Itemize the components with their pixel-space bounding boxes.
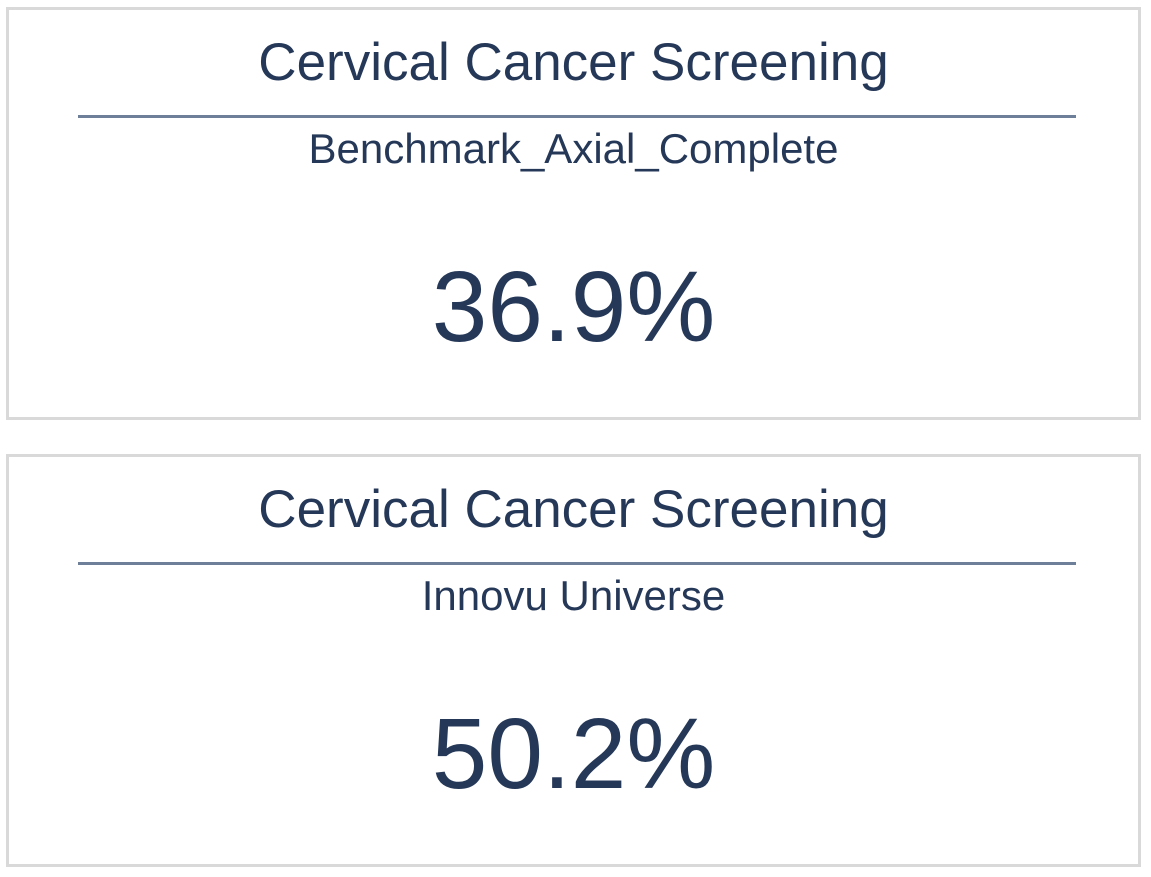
divider xyxy=(78,562,1076,565)
metric-card-benchmark: Cervical Cancer Screening Benchmark_Axia… xyxy=(6,7,1141,420)
metric-value: 36.9% xyxy=(431,251,716,363)
card-subtitle: Benchmark_Axial_Complete xyxy=(308,125,839,172)
metric-value: 50.2% xyxy=(431,698,716,810)
card-title: Cervical Cancer Screening xyxy=(258,33,889,92)
divider xyxy=(78,115,1076,118)
card-subtitle: Innovu Universe xyxy=(421,572,726,619)
card-title: Cervical Cancer Screening xyxy=(258,480,889,539)
metric-card-universe: Cervical Cancer Screening Innovu Univers… xyxy=(6,454,1141,867)
